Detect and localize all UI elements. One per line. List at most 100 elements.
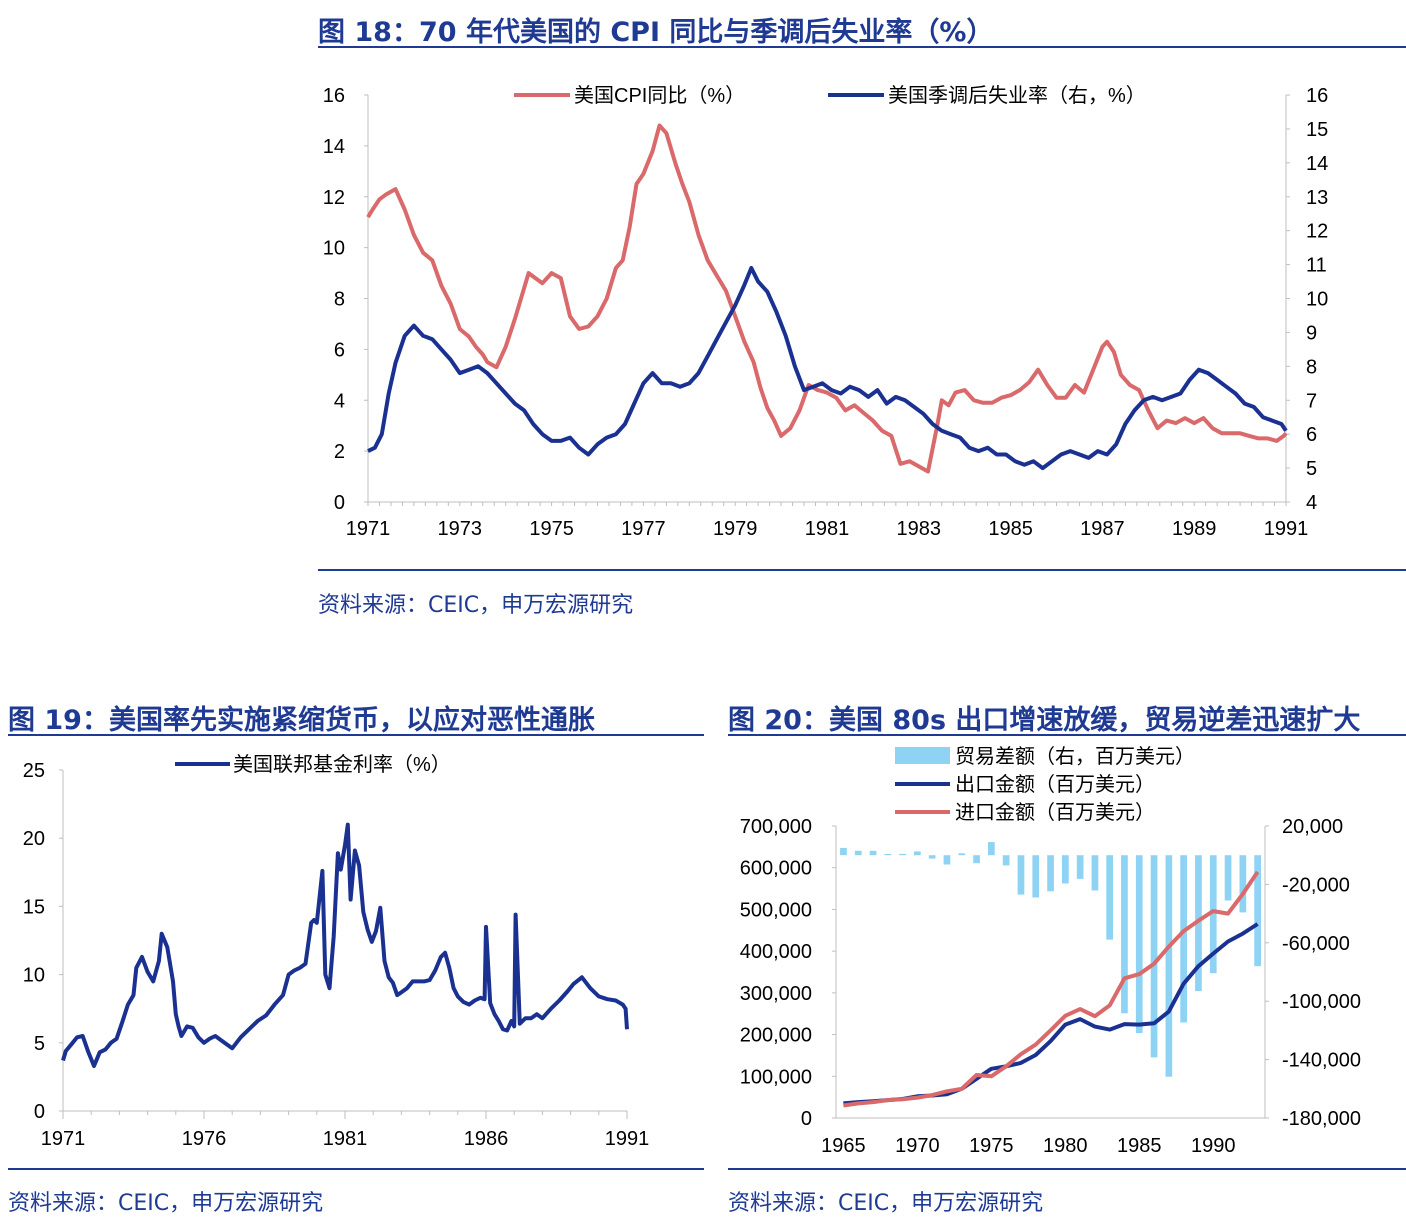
fig18-source: 资料来源：CEIC，申万宏源研究 xyxy=(318,593,634,618)
fig20-balance-bar xyxy=(973,855,980,864)
fig20-balance-bar xyxy=(1165,855,1173,1077)
fig20-balance-bar xyxy=(988,842,995,856)
fig20-right-tick-label: 20,000 xyxy=(1282,816,1343,838)
fig20-x-tick-label: 1970 xyxy=(895,1135,940,1157)
fig20-x-tick-label: 1975 xyxy=(969,1135,1014,1157)
fig20-balance-bar xyxy=(1195,855,1202,992)
fig18-x-tick-label: 1987 xyxy=(1080,518,1125,540)
fig20-balance-bar xyxy=(1209,855,1217,974)
fig19-y-tick-label: 0 xyxy=(34,1101,45,1123)
fig20-balance-bar xyxy=(1062,855,1069,884)
fig18-right-tick-label: 8 xyxy=(1306,356,1317,378)
fig20-title-rule xyxy=(728,734,1406,736)
fig18-left-tick-label: 14 xyxy=(323,136,345,158)
fig18-title: 图 18：70 年代美国的 CPI 同比与季调后失业率（%） xyxy=(318,17,994,48)
fig19-source-rule xyxy=(8,1168,704,1170)
fig18-right-tick-label: 6 xyxy=(1306,424,1317,446)
fig20-balance-bar xyxy=(840,847,847,856)
fig20-import-line xyxy=(843,870,1260,1108)
fig18-right-tick-label: 12 xyxy=(1306,221,1328,243)
fig18-left-tick-label: 16 xyxy=(323,85,345,107)
fig18-left-tick-label: 6 xyxy=(334,339,345,361)
fig20-right-tick-label: -20,000 xyxy=(1282,874,1350,896)
fig20-right-tick-label: -100,000 xyxy=(1282,991,1361,1013)
fig20-x-tick-label: 1965 xyxy=(821,1135,866,1157)
fig19-title-rule xyxy=(8,734,704,736)
fig20-left-tick-label: 600,000 xyxy=(740,858,812,880)
fig20-left-tick-label: 700,000 xyxy=(740,816,812,838)
fig19-fed-funds-line xyxy=(61,822,629,1068)
fig18-right-tick-label: 5 xyxy=(1306,458,1317,480)
fig19-x-tick-label: 1981 xyxy=(323,1128,368,1150)
fig18-x-tick-label: 1979 xyxy=(713,518,758,540)
fig18-title-rule xyxy=(318,46,1406,48)
fig20-balance-bar xyxy=(899,853,906,856)
fig20-source: 资料来源：CEIC，申万宏源研究 xyxy=(728,1191,1044,1216)
fig20-title: 图 20：美国 80s 出口增速放缓，贸易逆差迅速扩大 xyxy=(728,705,1361,736)
fig18-right-tick-label: 14 xyxy=(1306,153,1328,175)
fig20-balance-bar xyxy=(1180,855,1187,1023)
fig18-x-tick-label: 1985 xyxy=(988,518,1033,540)
fig18-right-tick-label: 13 xyxy=(1306,187,1328,209)
fig19-x-tick-label: 1986 xyxy=(464,1128,509,1150)
fig20-balance-bar xyxy=(1254,855,1261,967)
fig18-right-tick-label: 15 xyxy=(1306,119,1328,141)
fig20-x-tick-label: 1990 xyxy=(1191,1135,1236,1157)
fig20-balance-bar xyxy=(1091,855,1099,891)
fig18-x-tick-label: 1975 xyxy=(529,518,574,540)
fig20-legend-label: 出口金额（百万美元） xyxy=(955,773,1155,796)
fig19-x-tick-label: 1971 xyxy=(41,1128,86,1150)
fig20-balance-bar xyxy=(1121,855,1128,1014)
fig18-left-tick-label: 2 xyxy=(334,441,345,463)
fig20-balance-bar xyxy=(884,854,892,856)
fig18-right-tick-label: 7 xyxy=(1306,390,1317,412)
fig20-legend-label: 进口金额（百万美元） xyxy=(955,801,1155,824)
fig20-left-tick-label: 100,000 xyxy=(740,1066,812,1088)
fig18-cpi-line xyxy=(366,123,1288,474)
fig20-balance-bar xyxy=(958,853,966,856)
fig18-right-tick-label: 11 xyxy=(1306,255,1327,277)
fig18-x-tick-label: 1977 xyxy=(621,518,666,540)
fig18-right-tick-label: 4 xyxy=(1306,492,1317,514)
fig20-left-tick-label: 200,000 xyxy=(740,1025,812,1047)
fig20-left-tick-label: 500,000 xyxy=(740,899,812,921)
fig18-x-tick-label: 1989 xyxy=(1172,518,1217,540)
fig18-x-tick-label: 1971 xyxy=(346,518,391,540)
fig18-source-rule xyxy=(318,569,1406,571)
fig20-left-tick-label: 400,000 xyxy=(740,941,812,963)
fig20-right-tick-label: -140,000 xyxy=(1282,1050,1361,1072)
fig20-x-tick-label: 1980 xyxy=(1043,1135,1088,1157)
fig20-left-tick-label: 300,000 xyxy=(740,983,812,1005)
fig18-x-tick-label: 1983 xyxy=(897,518,942,540)
fig18-left-tick-label: 10 xyxy=(323,238,345,260)
fig20-balance-bar xyxy=(1106,855,1113,940)
fig20-balance-bar xyxy=(943,855,951,865)
fig20-balance-bar xyxy=(1076,855,1084,879)
fig18-left-tick-label: 12 xyxy=(323,187,345,209)
fig20-balance-bar xyxy=(869,850,877,856)
fig20-right-tick-label: -60,000 xyxy=(1282,933,1350,955)
fig19-x-tick-label: 1976 xyxy=(182,1128,227,1150)
fig18-legend-label: 美国CPI同比（%） xyxy=(574,84,745,107)
fig18-right-tick-label: 9 xyxy=(1306,322,1317,344)
fig18-x-tick-label: 1991 xyxy=(1264,518,1309,540)
fig20-balance-bar xyxy=(1239,855,1247,913)
fig18-left-tick-label: 4 xyxy=(334,390,345,412)
fig20-balance-bar xyxy=(1135,855,1143,1033)
fig20-balance-bar xyxy=(1224,855,1232,901)
fig18-unemployment-line xyxy=(367,266,1288,471)
fig20-balance-bar xyxy=(928,855,936,859)
fig19-legend-label: 美国联邦基金利率（%） xyxy=(233,753,451,776)
fig18-left-tick-label: 0 xyxy=(334,492,345,514)
fig20-balance-bar xyxy=(914,851,921,856)
fig18-x-tick-label: 1973 xyxy=(438,518,483,540)
fig19-title: 图 19：美国率先实施紧缩货币，以应对恶性通胀 xyxy=(8,705,595,736)
fig19-x-tick-label: 1991 xyxy=(605,1128,650,1150)
fig19-y-tick-label: 10 xyxy=(23,965,45,987)
fig18-right-tick-label: 10 xyxy=(1306,289,1328,311)
fig20-right-tick-label: -180,000 xyxy=(1282,1108,1361,1130)
fig20-balance-bar xyxy=(1002,855,1010,866)
